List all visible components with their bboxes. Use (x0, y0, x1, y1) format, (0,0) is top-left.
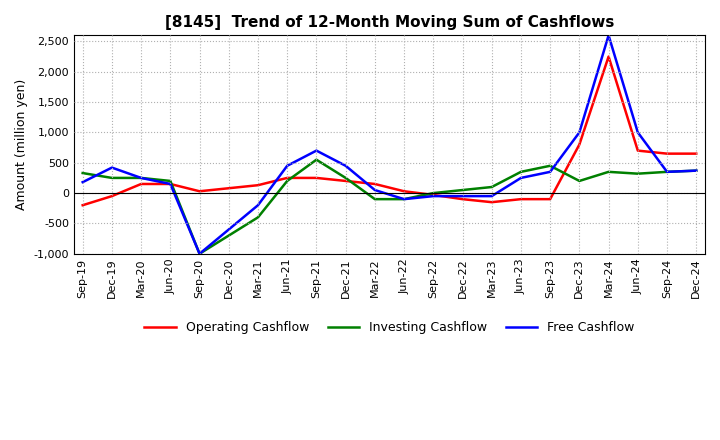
Operating Cashflow (662, 151, 671, 156)
Investing Cashflow (517, 169, 526, 175)
Free Cashflow (634, 130, 642, 135)
Free Cashflow (253, 202, 262, 208)
Operating Cashflow (137, 181, 145, 187)
Operating Cashflow (341, 178, 350, 183)
Investing Cashflow (312, 157, 320, 162)
Title: [8145]  Trend of 12-Month Moving Sum of Cashflows: [8145] Trend of 12-Month Moving Sum of C… (165, 15, 614, 30)
Investing Cashflow (458, 187, 467, 193)
Operating Cashflow (634, 148, 642, 153)
Free Cashflow (662, 169, 671, 175)
Free Cashflow (341, 163, 350, 169)
Investing Cashflow (166, 178, 175, 183)
Operating Cashflow (604, 54, 613, 59)
Operating Cashflow (429, 192, 438, 198)
Operating Cashflow (78, 202, 87, 208)
Operating Cashflow (400, 189, 408, 194)
Free Cashflow (166, 181, 175, 187)
Free Cashflow (575, 130, 584, 135)
Investing Cashflow (429, 191, 438, 196)
Operating Cashflow (692, 151, 701, 156)
Legend: Operating Cashflow, Investing Cashflow, Free Cashflow: Operating Cashflow, Investing Cashflow, … (140, 316, 639, 339)
Investing Cashflow (662, 169, 671, 175)
Line: Investing Cashflow: Investing Cashflow (83, 160, 696, 254)
Operating Cashflow (546, 197, 554, 202)
Investing Cashflow (107, 175, 116, 180)
Free Cashflow (107, 165, 116, 170)
Investing Cashflow (253, 215, 262, 220)
Investing Cashflow (634, 171, 642, 176)
Investing Cashflow (546, 163, 554, 169)
Operating Cashflow (371, 181, 379, 187)
Investing Cashflow (400, 197, 408, 202)
Operating Cashflow (107, 194, 116, 199)
Free Cashflow (487, 194, 496, 199)
Y-axis label: Amount (million yen): Amount (million yen) (15, 79, 28, 210)
Operating Cashflow (487, 200, 496, 205)
Investing Cashflow (487, 184, 496, 190)
Operating Cashflow (225, 186, 233, 191)
Free Cashflow (371, 187, 379, 193)
Free Cashflow (517, 175, 526, 180)
Investing Cashflow (225, 233, 233, 238)
Investing Cashflow (283, 178, 292, 183)
Free Cashflow (400, 197, 408, 202)
Free Cashflow (312, 148, 320, 153)
Free Cashflow (604, 33, 613, 38)
Investing Cashflow (692, 168, 701, 173)
Investing Cashflow (575, 178, 584, 183)
Investing Cashflow (137, 175, 145, 180)
Operating Cashflow (166, 181, 175, 187)
Line: Operating Cashflow: Operating Cashflow (83, 57, 696, 205)
Investing Cashflow (341, 175, 350, 180)
Free Cashflow (458, 194, 467, 199)
Free Cashflow (692, 168, 701, 173)
Investing Cashflow (371, 197, 379, 202)
Free Cashflow (195, 251, 204, 257)
Operating Cashflow (312, 175, 320, 180)
Free Cashflow (546, 169, 554, 175)
Free Cashflow (78, 180, 87, 185)
Line: Free Cashflow: Free Cashflow (83, 35, 696, 254)
Operating Cashflow (253, 183, 262, 188)
Investing Cashflow (604, 169, 613, 175)
Operating Cashflow (458, 197, 467, 202)
Free Cashflow (429, 194, 438, 199)
Investing Cashflow (78, 170, 87, 176)
Operating Cashflow (575, 142, 584, 147)
Investing Cashflow (195, 251, 204, 257)
Operating Cashflow (517, 197, 526, 202)
Operating Cashflow (283, 175, 292, 180)
Free Cashflow (225, 227, 233, 232)
Free Cashflow (137, 175, 145, 180)
Free Cashflow (283, 163, 292, 169)
Operating Cashflow (195, 189, 204, 194)
